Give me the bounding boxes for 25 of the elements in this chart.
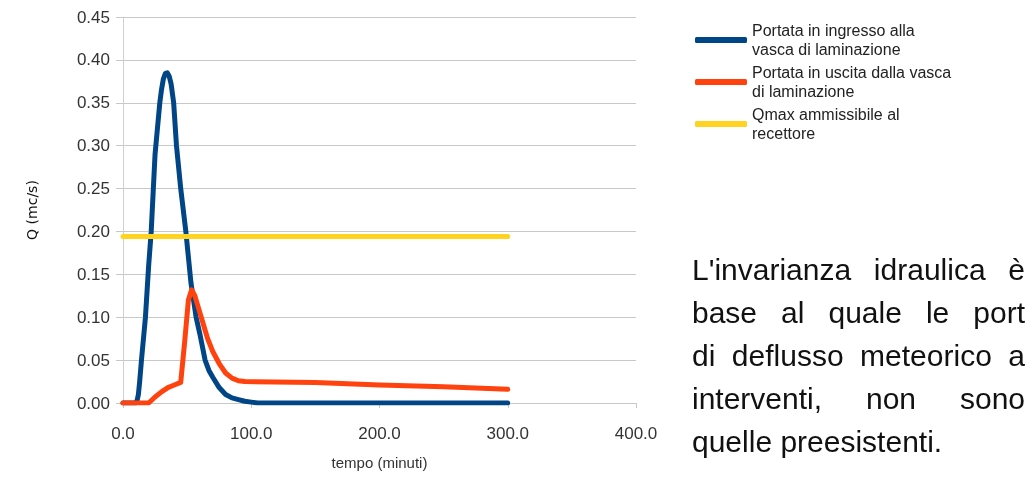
- x-axis-title: tempo (minuti): [331, 454, 428, 471]
- x-tick-label: 0.0: [111, 424, 135, 443]
- text: di deflusso meteorico a: [692, 338, 1025, 374]
- x-tick-label: 200.0: [358, 424, 401, 443]
- y-tick-label: 0.25: [76, 179, 110, 199]
- y-tick-label: 0.15: [76, 264, 110, 284]
- y-tick-label: 0.00: [76, 393, 110, 413]
- y-tick-label: 0.35: [76, 93, 110, 113]
- text: base al quale le port: [692, 295, 1025, 331]
- legend-label: Portata in uscita dalla vasca di laminazione: [752, 64, 956, 100]
- text: L'invarianza idraulica è: [692, 252, 1025, 288]
- legend-label: Qmax ammissibile al recettore: [752, 106, 905, 142]
- x-tick-label: 100.0: [229, 424, 273, 443]
- y-axis-title: Q (mc/s): [24, 180, 40, 240]
- y-tick-label: 0.20: [76, 221, 110, 241]
- y-tick-label: 0.45: [76, 7, 110, 27]
- y-tick-label: 0.05: [76, 350, 110, 370]
- y-tick-label: 0.40: [76, 50, 110, 70]
- legend-label: Portata in ingresso alla vasca di laminazione: [752, 22, 920, 58]
- text: interventi, non sono: [692, 381, 1025, 417]
- x-tick-label: 300.0: [486, 424, 530, 443]
- source-note: quelle preesistenti.: [692, 424, 944, 460]
- y-tick-label: 0.10: [76, 307, 110, 327]
- y-tick-label: 0.30: [76, 136, 110, 156]
- x-tick-label: 400.0: [614, 424, 658, 443]
